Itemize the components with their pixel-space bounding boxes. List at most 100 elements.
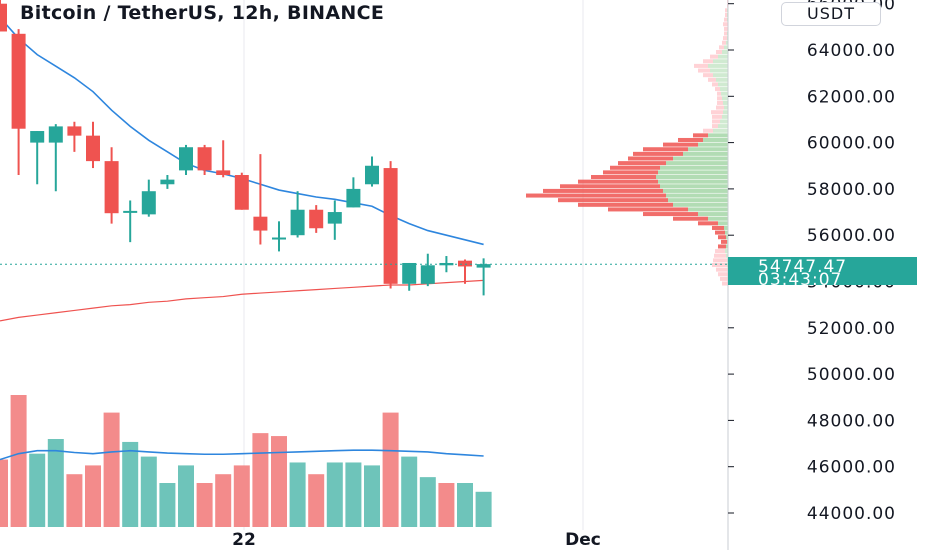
volume-profile-down-bar: [673, 216, 708, 221]
time-axis[interactable]: 22 Dec: [232, 530, 601, 550]
slow-ma-line: [0, 279, 484, 322]
volume-profile-up-bar: [725, 249, 728, 254]
volume-profile-down-bar: [703, 59, 713, 64]
volume-profile-down-bar: [723, 36, 727, 41]
volume-profile-down-bar: [633, 151, 683, 156]
volume-bars: [0, 395, 492, 527]
volume-profile-up-bar: [708, 133, 728, 138]
volume-profile-up-bar: [658, 179, 728, 184]
volume-profile-up-bar: [710, 68, 728, 73]
volume-profile-down-bar: [712, 124, 718, 129]
date-label-0: 22: [232, 530, 256, 550]
chart-title: Bitcoin / TetherUS, 12h, BINANCE: [20, 2, 385, 24]
volume-profile-down-bar: [698, 221, 718, 226]
volume-profile-down-bar: [703, 128, 713, 133]
volume-profile-up-bar: [722, 96, 728, 101]
volume-profile-down-bar: [711, 110, 723, 115]
volume-profile-down-bar: [721, 239, 727, 244]
volume-profile-down-bar: [712, 119, 720, 124]
candle-body: [420, 265, 435, 284]
volume-profile-down-bar: [703, 73, 713, 78]
volume-profile-down-bar: [716, 50, 722, 55]
price-tick-label-9: 62000.00: [807, 87, 896, 107]
volume-profile-up-bar: [720, 119, 728, 124]
volume-profile-down-bar: [717, 96, 722, 101]
currency-selector[interactable]: USDT: [781, 2, 881, 26]
candle-body: [0, 3, 7, 32]
volume-ma-line: [0, 449, 484, 461]
volume-profile-down-bar: [724, 17, 727, 22]
volume-profile-up-bar: [660, 165, 728, 170]
volume-profile-down-bar: [591, 175, 656, 180]
volume-profile-up-bar: [725, 230, 728, 235]
volume-profile-down-bar: [694, 63, 708, 68]
volume-profile-down-bar: [678, 137, 703, 142]
volume-profile-up-bar: [713, 128, 728, 133]
volume-profile-up-bar: [688, 207, 728, 212]
volume-bar: [10, 395, 27, 527]
candle-body: [11, 33, 26, 129]
volume-bar: [401, 456, 418, 527]
volume-profile-up-bar: [673, 202, 728, 207]
volume-profile-up-bar: [726, 253, 728, 258]
volume-profile-up-bar: [720, 87, 728, 92]
volume-bar: [438, 483, 455, 527]
price-tick-label-8: 60000.00: [807, 134, 896, 154]
price-tick-label-1: 46000.00: [807, 458, 896, 478]
last-price-value: 54747.47: [758, 257, 848, 277]
volume-bar: [122, 441, 139, 527]
volume-profile-down-bar: [543, 188, 663, 193]
volume-bar: [364, 465, 380, 527]
candle-body: [476, 264, 491, 268]
volume-bar: [0, 459, 8, 527]
candle-body: [365, 165, 379, 185]
volume-profile-down-bar: [526, 193, 666, 198]
price-axis[interactable]: 44000.00 46000.00 48000.00 50000.00 52000.00…: [728, 0, 896, 524]
candle-body: [30, 131, 45, 143]
grid-lines: [243, 0, 584, 530]
volume-profile-up-bar: [716, 77, 728, 82]
volume-bar: [196, 483, 213, 527]
volume-profile-down-bar: [693, 133, 708, 138]
volume-bar: [457, 483, 473, 527]
price-tick-label-7: 58000.00: [807, 180, 896, 200]
volume-profile-up-bar: [673, 156, 728, 161]
volume-profile-down-bar: [712, 114, 722, 119]
date-label-1: Dec: [565, 530, 601, 550]
volume-profile-down-bar: [610, 165, 660, 170]
volume-profile-up-bar: [683, 151, 728, 156]
volume-profile-up-bar: [698, 212, 728, 217]
candle-body: [402, 262, 417, 284]
candle-body: [234, 175, 249, 210]
volume-profile-up-bar: [724, 105, 728, 110]
candlesticks: [0, 0, 491, 296]
volume-profile-up-bar: [698, 142, 728, 147]
volume-bar: [29, 453, 46, 527]
candle-body: [383, 168, 398, 284]
volume-profile-up-bar: [722, 50, 728, 55]
volume-profile-down-bar: [722, 281, 728, 286]
volume-profile-up-bar: [726, 40, 728, 45]
volume-bar: [326, 462, 343, 527]
volume-profile-down-bar: [578, 179, 658, 184]
candle-body: [309, 209, 324, 229]
volume-profile-up-bar: [666, 193, 728, 198]
volume-profile-up-bar: [688, 147, 728, 152]
bar-countdown: 03:43:07: [758, 270, 843, 290]
volume-profile-down-bar: [710, 54, 718, 59]
volume-profile-down-bar: [643, 212, 698, 217]
volume-profile-up-bar: [703, 137, 728, 142]
candle-body: [290, 209, 305, 236]
volume-profile-down-bar: [558, 198, 668, 203]
volume-profile-down-bar: [723, 22, 728, 27]
volume-profile-down-bar: [714, 253, 726, 258]
price-tick-label-3: 50000.00: [807, 365, 896, 385]
volume-profile-down-bar: [560, 184, 660, 189]
volume-bar: [178, 465, 194, 527]
candle-body: [197, 147, 212, 171]
volume-bar: [289, 462, 306, 527]
volume-profile-up-bar: [663, 188, 728, 193]
volume-profile-up-bar: [658, 170, 728, 175]
volume-profile-up-bar: [723, 110, 728, 115]
